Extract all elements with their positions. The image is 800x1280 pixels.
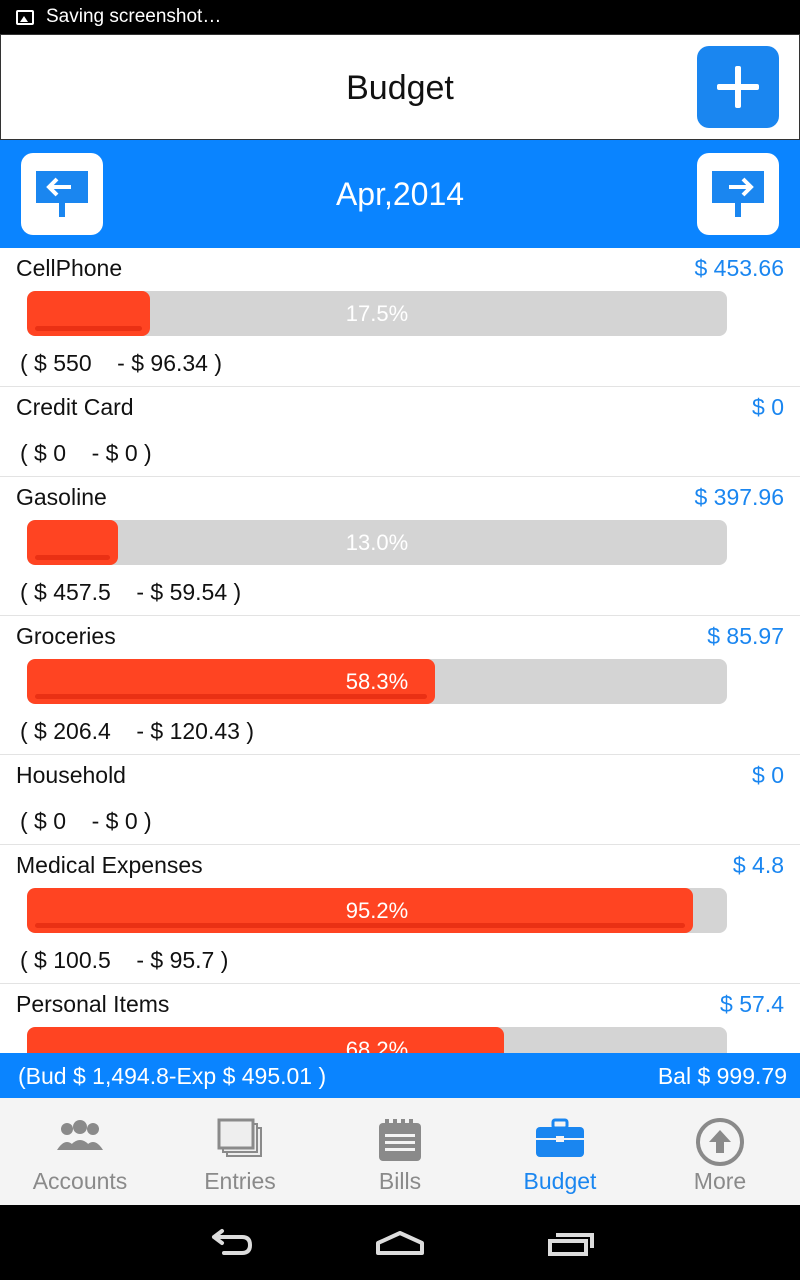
budget-progress-bar: 95.2% (27, 888, 727, 933)
budget-progress-fill (27, 888, 694, 933)
tab-budget[interactable]: Budget (480, 1098, 640, 1205)
briefcase-icon (536, 1118, 584, 1157)
budget-amount-detail: ( $ 206.4 - $ 120.43 ) (20, 718, 254, 744)
budget-progress-fill (27, 659, 436, 704)
arrow-right-sign-icon (712, 171, 764, 217)
budget-progress-percent: 17.5% (345, 301, 409, 326)
status-notification: Saving screenshot… (46, 6, 222, 27)
budget-amount-detail: ( $ 457.5 - $ 59.54 ) (20, 579, 242, 605)
stacked-pages-icon (217, 1118, 262, 1157)
budget-remaining-amount: $ 0 (752, 762, 784, 788)
budget-remaining-amount: $ 85.97 (707, 623, 784, 649)
budget-progress-fill (27, 1027, 505, 1053)
tab-label: Accounts (32, 1168, 128, 1194)
tab-accounts[interactable]: Accounts (0, 1098, 160, 1205)
budget-summary-bar: (Bud $ 1,494.8-Exp $ 495.01 ) Bal $ 999.… (0, 1053, 800, 1098)
budget-remaining-amount: $ 453.66 (694, 255, 784, 281)
people-icon (57, 1120, 103, 1150)
period-bar: Apr,2014 (0, 140, 800, 248)
budget-progress-percent: 13.0% (345, 530, 409, 555)
budget-progress-percent: 58.3% (345, 669, 409, 694)
tab-label: Bills (378, 1168, 422, 1194)
budget-progress-bar: 58.3% (27, 659, 727, 704)
budget-remaining-amount: $ 397.96 (694, 484, 784, 510)
budget-item[interactable]: Household $ 0 ( $ 0 - $ 0 ) (0, 755, 800, 845)
budget-item[interactable]: Groceries $ 85.97 58.3% ( $ 206.4 - $ 120.4… (0, 616, 800, 755)
budget-list[interactable]: CellPhone $ 453.66 17.5% ( $ 550 - $ 96.34 … (0, 248, 800, 1053)
budget-item[interactable]: Personal Items $ 57.4 68.2% (0, 984, 800, 1053)
page-title: Budget (346, 69, 454, 107)
tab-label: More (693, 1168, 747, 1194)
recents-icon[interactable] (542, 1205, 602, 1280)
budget-expense-summary: (Bud $ 1,494.8-Exp $ 495.01 ) (18, 1063, 327, 1089)
tab-bills[interactable]: Bills (320, 1098, 480, 1205)
bottom-tab-bar: Accounts Entries Bills Budget (0, 1098, 800, 1205)
budget-category-name: CellPhone (16, 255, 123, 281)
budget-category-name: Household (16, 762, 126, 788)
budget-item[interactable]: Medical Expenses $ 4.8 95.2% ( $ 100.5 - $ … (0, 845, 800, 984)
budget-remaining-amount: $ 4.8 (732, 852, 784, 878)
budget-progress-bar: 68.2% (27, 1027, 727, 1053)
status-bar: Saving screenshot… (0, 0, 800, 34)
budget-category-name: Credit Card (16, 394, 134, 420)
add-budget-button[interactable] (697, 46, 779, 128)
current-month: Apr,2014 (335, 176, 465, 212)
budget-remaining-amount: $ 57.4 (720, 991, 784, 1017)
budget-progress-percent: 95.2% (345, 898, 409, 923)
notepad-icon (379, 1119, 421, 1161)
budget-progress-bar: 13.0% (27, 520, 727, 565)
budget-item[interactable]: Gasoline $ 397.96 13.0% ( $ 457.5 - $ 59.54… (0, 477, 800, 616)
budget-category-name: Personal Items (16, 991, 170, 1017)
previous-month-button[interactable] (21, 153, 103, 235)
balance-summary: Bal $ 999.79 (657, 1063, 787, 1089)
tab-label: Entries (204, 1168, 276, 1194)
budget-category-name: Gasoline (16, 484, 107, 510)
budget-category-name: Medical Expenses (16, 852, 203, 878)
arrow-left-sign-icon (36, 171, 88, 217)
budget-progress-percent: 68.2% (345, 1037, 409, 1053)
budget-amount-detail: ( $ 0 - $ 0 ) (20, 440, 152, 466)
budget-amount-detail: ( $ 100.5 - $ 95.7 ) (20, 947, 229, 973)
budget-remaining-amount: $ 0 (752, 394, 784, 420)
budget-item[interactable]: Credit Card $ 0 ( $ 0 - $ 0 ) (0, 387, 800, 477)
next-month-button[interactable] (697, 153, 779, 235)
title-bar: Budget (0, 34, 800, 140)
tab-more[interactable]: More (640, 1098, 800, 1205)
budget-amount-detail: ( $ 550 - $ 96.34 ) (20, 350, 223, 376)
back-icon[interactable] (200, 1205, 260, 1280)
home-icon[interactable] (370, 1205, 430, 1280)
system-navigation-bar (0, 1205, 800, 1280)
budget-amount-detail: ( $ 0 - $ 0 ) (20, 808, 152, 834)
up-arrow-circle-icon (696, 1118, 744, 1166)
budget-progress-fill (27, 291, 150, 336)
tab-entries[interactable]: Entries (160, 1098, 320, 1205)
budget-progress-bar: 17.5% (27, 291, 727, 336)
image-icon (16, 9, 34, 25)
budget-category-name: Groceries (16, 623, 116, 649)
tab-label: Budget (523, 1168, 597, 1194)
budget-progress-fill (27, 520, 118, 565)
budget-item[interactable]: CellPhone $ 453.66 17.5% ( $ 550 - $ 96.34 … (0, 248, 800, 387)
